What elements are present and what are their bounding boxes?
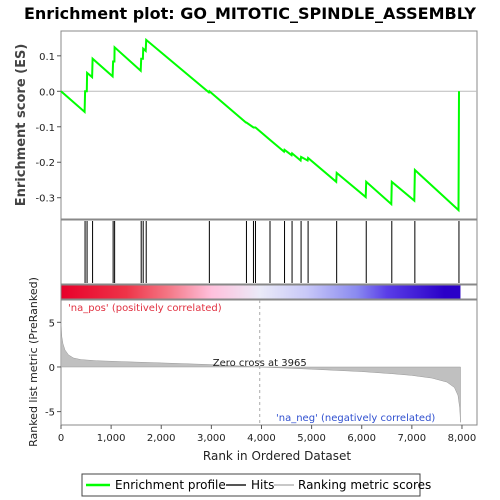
ranked-panel: 5 0 -5 'na_pos' (positively correlated) Ze… — [27, 277, 478, 447]
pos-label: 'na_pos' (positively correlated) — [68, 303, 222, 314]
x-axis-label: Rank in Ordered Dataset — [203, 449, 351, 463]
ranked-y-label: Ranked list metric (PreRanked) — [27, 277, 40, 447]
x-tick-label: 3,000 — [197, 433, 226, 444]
hits-panel — [60, 219, 478, 285]
x-tick-label: 0 — [58, 433, 64, 444]
enrichment-profile-line — [60, 37, 460, 213]
es-y-tick-label: -0.3 — [35, 194, 55, 205]
ranked-y-axis: 5 0 -5 — [45, 318, 61, 419]
x-tick-label: 2,000 — [147, 433, 176, 444]
x-tick-label: 1,000 — [97, 433, 126, 444]
es-y-label: Enrichment score (ES) — [14, 44, 29, 207]
hit-markers — [84, 221, 460, 283]
es-y-tick-label: 0.0 — [39, 87, 55, 98]
x-tick-label: 6,000 — [347, 433, 376, 444]
legend: Enrichment profile Hits Ranking metric s… — [81, 473, 431, 497]
x-tick-label: 7,000 — [398, 433, 427, 444]
hits-panel-frame — [60, 219, 478, 285]
x-tick-label: 5,000 — [297, 433, 326, 444]
ranked-y-tick-label: 0 — [49, 363, 55, 374]
legend-item-profile: Enrichment profile — [115, 478, 226, 492]
legend-item-hits: Hits — [251, 478, 274, 492]
es-panel: 0.1 0.0 -0.1 -0.2 -0.3 Enrichment score (ES) — [14, 30, 478, 220]
es-y-tick-label: -0.2 — [35, 158, 55, 169]
ranking-color-bar — [61, 285, 461, 299]
zero-cross-label: Zero cross at 3965 — [213, 358, 307, 369]
legend-item-metric: Ranking metric scores — [298, 478, 431, 492]
chart-title: Enrichment plot: GO_MITOTIC_SPINDLE_ASSE… — [24, 4, 476, 23]
ranked-y-tick-label: 5 — [49, 318, 55, 329]
es-y-axis: 0.1 0.0 -0.1 -0.2 -0.3 — [35, 52, 61, 205]
es-y-tick-label: 0.1 — [39, 52, 55, 63]
es-y-tick-label: -0.1 — [35, 123, 55, 134]
neg-label: 'na_neg' (negatively correlated) — [276, 413, 435, 424]
x-tick-label: 4,000 — [247, 433, 276, 444]
legend-frame — [81, 473, 421, 497]
x-tick-label: 8,000 — [448, 433, 477, 444]
x-axis: 0 1,000 2,000 3,000 4,000 5,000 6,000 7,000 8,00… — [58, 425, 476, 444]
ranked-y-tick-label: -5 — [45, 408, 55, 419]
